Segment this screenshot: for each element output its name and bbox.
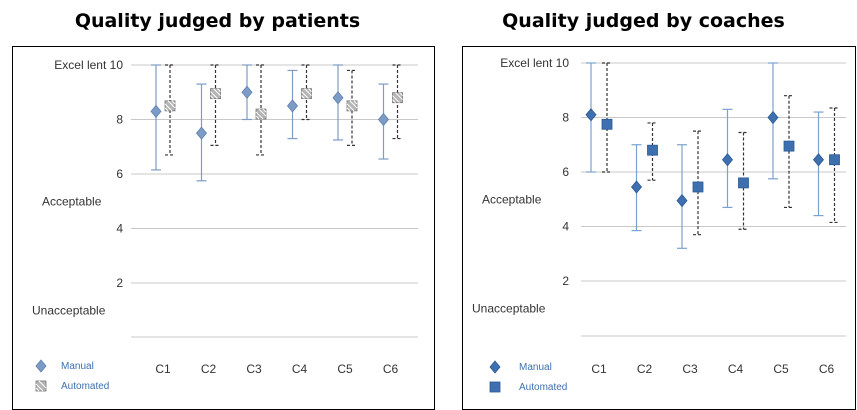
hatch-pattern <box>392 92 403 104</box>
hatch-pattern <box>255 108 267 120</box>
data-point-automated <box>392 92 403 104</box>
y-tick-label: 8 <box>562 111 569 125</box>
acceptable-label: Acceptable <box>42 194 102 208</box>
data-point-automated <box>829 154 840 166</box>
data-point-manual <box>332 91 344 105</box>
data-point-automated <box>738 177 749 189</box>
legend-hatch <box>35 380 47 392</box>
chart-patients-frame: 2 4 6 8 Excel lent 10 Acceptable Unacceptable C… <box>12 46 435 410</box>
category-label: C6 <box>819 362 835 376</box>
data-point-automated <box>164 100 176 112</box>
chart-title-patients: Quality judged by patients <box>74 10 361 32</box>
data-point-manual <box>286 99 299 113</box>
y-tick-label: 6 <box>116 167 123 181</box>
category-label: C4 <box>292 362 308 376</box>
category-label: C2 <box>637 362 653 376</box>
data-point-manual <box>377 112 390 127</box>
data-point-manual <box>150 104 162 118</box>
hatch-pattern <box>210 88 221 99</box>
data-point-manual <box>585 108 597 122</box>
acceptable-label: Acceptable <box>482 192 542 206</box>
category-label: C5 <box>337 362 353 376</box>
data-point-automated <box>301 88 312 100</box>
category-label: C4 <box>728 362 744 376</box>
data-point-manual <box>630 180 643 194</box>
y-tick-label: 6 <box>562 165 569 179</box>
y-tick-label: 4 <box>562 220 569 234</box>
unacceptable-label: Unacceptable <box>32 303 106 317</box>
y-tick-label: Excel lent 10 <box>500 56 569 70</box>
data-point-automated <box>783 140 795 152</box>
category-label: C1 <box>591 362 607 376</box>
legend-marker-manual <box>489 360 501 374</box>
data-point-manual <box>195 126 208 140</box>
chart-patients-plot: 2 4 6 8 Excel lent 10 Acceptable Unacceptable C… <box>32 58 418 392</box>
data-point-automated <box>255 108 267 120</box>
legend-label: Manual <box>519 362 552 373</box>
data-point-automated <box>647 144 658 156</box>
category-label: C3 <box>246 362 262 376</box>
category-label: C6 <box>383 362 399 376</box>
y-tick-label: 8 <box>116 113 123 127</box>
chart-title-coaches: Quality judged by coaches <box>502 10 785 32</box>
category-label: C3 <box>682 362 698 376</box>
data-point-automated <box>692 181 704 193</box>
legend-label: Automated <box>61 381 109 392</box>
chart-coaches-frame: 2 4 6 8 Excel lent 10 Acceptable Unacceptable C… <box>462 46 856 410</box>
data-point-manual <box>767 110 779 125</box>
legend-label: Manual <box>61 361 94 372</box>
legend-marker-automated <box>489 381 501 393</box>
legend-marker-automated <box>35 380 47 392</box>
data-point-manual <box>241 85 253 99</box>
data-point-manual <box>721 153 734 167</box>
hatch-pattern <box>301 88 312 99</box>
unacceptable-label: Unacceptable <box>472 301 546 315</box>
chart-coaches-plot: 2 4 6 8 Excel lent 10 Acceptable Unacceptable C… <box>472 56 846 393</box>
hatch-pattern <box>346 100 358 112</box>
data-point-automated <box>346 100 358 112</box>
legend-marker-manual <box>35 359 47 373</box>
data-point-manual <box>812 153 825 167</box>
y-tick-label: 2 <box>116 276 123 290</box>
category-label: C1 <box>155 362 171 376</box>
y-tick-label: 4 <box>116 222 123 236</box>
y-tick-label: Excel lent 10 <box>54 58 123 72</box>
data-point-automated <box>601 118 613 130</box>
legend-label: Automated <box>519 382 567 393</box>
y-tick-label: 2 <box>562 274 569 288</box>
hatch-pattern <box>164 100 176 112</box>
category-label: C2 <box>201 362 217 376</box>
data-point-automated <box>210 88 221 100</box>
category-label: C5 <box>773 362 789 376</box>
data-point-manual <box>676 193 688 208</box>
